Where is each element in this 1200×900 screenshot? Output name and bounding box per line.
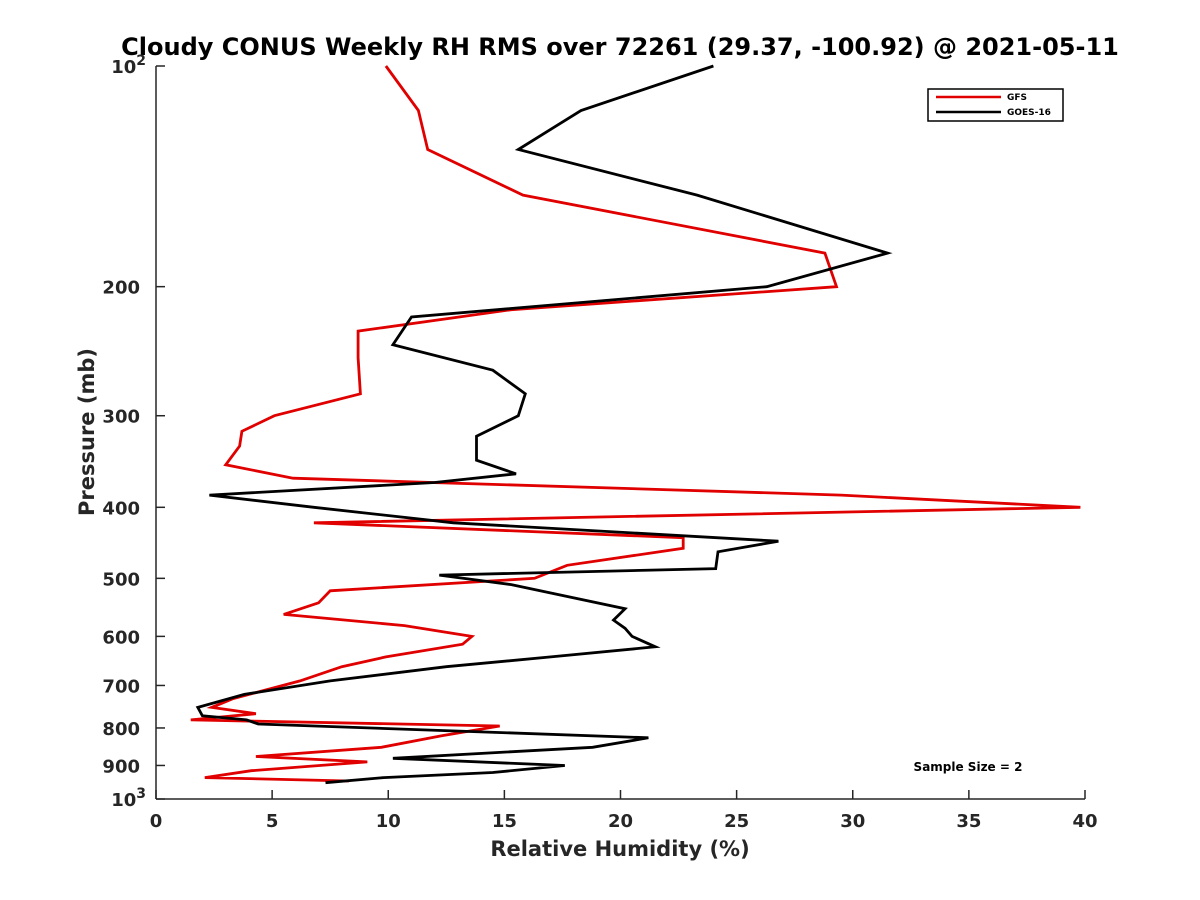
sample-size-annotation: Sample Size = 2 [914, 760, 1023, 774]
series-line-goes-16 [195, 64, 893, 785]
chart-title: Cloudy CONUS Weekly RH RMS over 72261 (2… [121, 33, 1119, 61]
y-tick-label-600: 600 [102, 627, 140, 648]
y-tick-label-400: 400 [102, 498, 140, 519]
x-tick-label-40: 40 [1072, 811, 1097, 832]
y-tick-label-1000: 103 [111, 786, 146, 811]
y-axis-label: Pressure (mb) [75, 348, 99, 516]
legend-box [927, 88, 1064, 122]
legend-label-gfs: GFS [1007, 93, 1027, 103]
x-tick-label-20: 20 [608, 811, 633, 832]
x-tick-label-0: 0 [150, 811, 163, 832]
y-tick-label-800: 800 [102, 719, 140, 740]
legend: GFS GOES-16 [927, 88, 1064, 122]
x-tick-label-25: 25 [724, 811, 749, 832]
series-line-gfs [190, 65, 1081, 783]
x-axis-label: Relative Humidity (%) [490, 837, 749, 861]
series-layer [190, 64, 1081, 785]
x-tick-label-30: 30 [840, 811, 865, 832]
y-tick-label-300: 300 [102, 407, 140, 428]
plot-area: 0 5 10 15 20 25 30 35 40 102 200 300 400 500 600 700 800… [102, 53, 1097, 832]
y-tick-label-100: 102 [111, 53, 146, 78]
y-tick-label-900: 900 [102, 756, 140, 777]
y-tick-label-500: 500 [102, 569, 140, 590]
x-tick-label-10: 10 [376, 811, 401, 832]
y-tick-label-700: 700 [102, 676, 140, 697]
y-tick-label-200: 200 [102, 278, 140, 299]
x-tick-label-15: 15 [492, 811, 517, 832]
x-tick-label-5: 5 [266, 811, 279, 832]
ticks-layer: 0 5 10 15 20 25 30 35 40 102 200 300 400 500 600 700 800… [102, 53, 1097, 832]
legend-label-goes-16: GOES-16 [1007, 108, 1051, 118]
x-tick-label-35: 35 [956, 811, 981, 832]
